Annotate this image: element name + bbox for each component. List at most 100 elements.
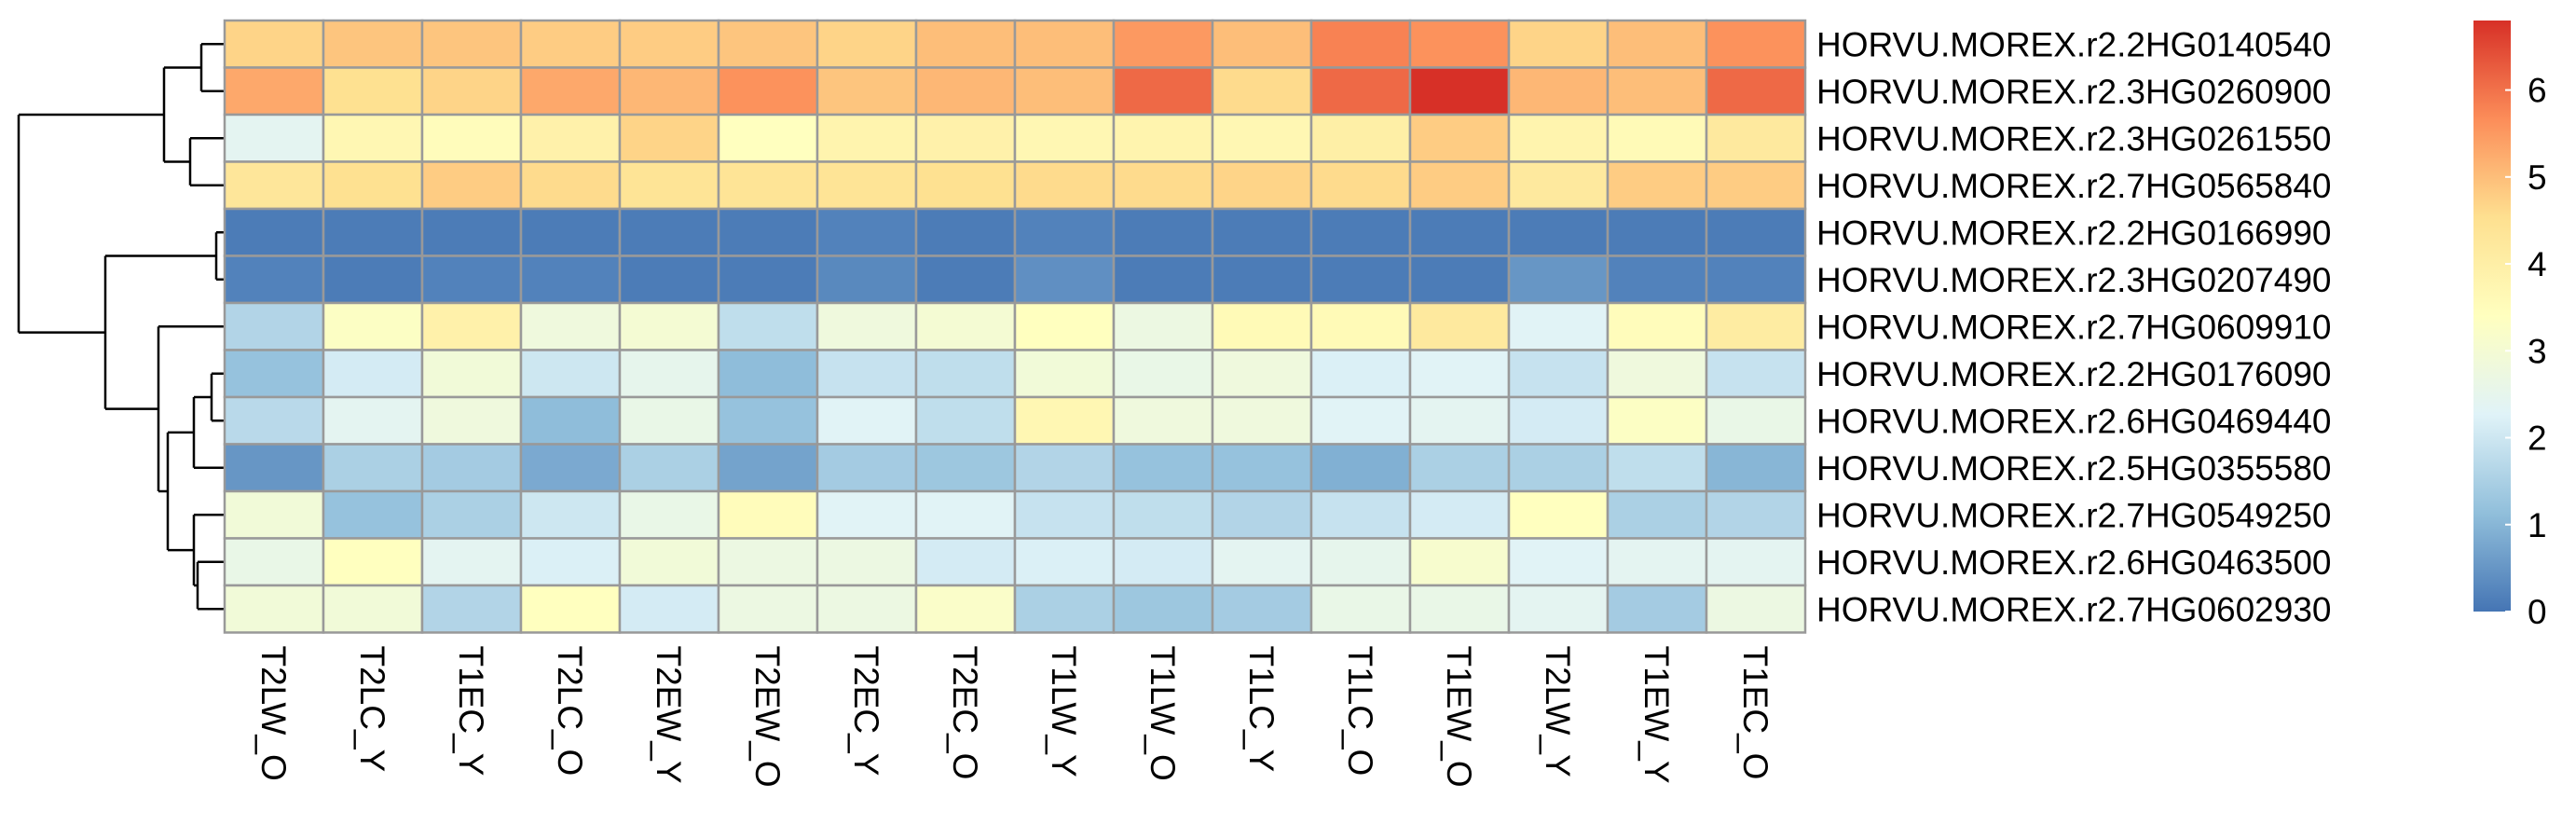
heatmap-cell (914, 349, 1017, 399)
heatmap-cell (1606, 489, 1708, 540)
heatmap-cell (815, 395, 918, 446)
heatmap-cell (1705, 66, 1807, 117)
heatmap-cell (1507, 66, 1610, 117)
heatmap-cell (1112, 395, 1214, 446)
heatmap-cell (1507, 349, 1610, 399)
heatmap-cell (1705, 19, 1807, 69)
heatmap-cell (1211, 443, 1313, 493)
heatmap-cell (1211, 584, 1313, 634)
column-label: T2EW_Y (650, 646, 688, 784)
heatmap-cell (1705, 207, 1807, 257)
heatmap-cell (1013, 349, 1116, 399)
heatmap-cell (1705, 301, 1807, 351)
heatmap-cell (223, 395, 325, 446)
row-label: HORVU.MOREX.r2.2HG0176090 (1816, 355, 2332, 393)
heatmap-cell (420, 584, 523, 634)
heatmap-cell (1013, 395, 1116, 446)
row-label: HORVU.MOREX.r2.6HG0469440 (1816, 402, 2332, 440)
heatmap-cell (1211, 301, 1313, 351)
heatmap-cell (420, 489, 523, 540)
heatmap-cell (1408, 537, 1511, 587)
heatmap-cell (519, 301, 622, 351)
heatmap-cell (420, 160, 523, 211)
heatmap-cell (1705, 489, 1807, 540)
heatmap-cell (420, 254, 523, 305)
heatmap-cell (1606, 207, 1708, 257)
heatmap-cell (322, 349, 424, 399)
row-label: HORVU.MOREX.r2.2HG0140540 (1816, 25, 2332, 63)
heatmap-cell (1705, 349, 1807, 399)
heatmap-cell (1606, 584, 1708, 634)
row-label: HORVU.MOREX.r2.3HG0207490 (1816, 261, 2332, 299)
heatmap-cell (1112, 584, 1214, 634)
heatmap-cell (223, 443, 325, 493)
heatmap-cell (1408, 349, 1511, 399)
row-label: HORVU.MOREX.r2.6HG0463500 (1816, 543, 2332, 582)
heatmap-cell (1112, 537, 1214, 587)
heatmap-cell (1211, 113, 1313, 163)
heatmap-cell (815, 584, 918, 634)
heatmap-cell (815, 489, 918, 540)
heatmap-cell (322, 489, 424, 540)
heatmap-cell (322, 537, 424, 587)
column-label: T2LW_Y (1539, 646, 1577, 777)
heatmap-cell (618, 160, 720, 211)
heatmap-cell (1112, 254, 1214, 305)
heatmap-cell (1309, 160, 1412, 211)
heatmap-cell (815, 537, 918, 587)
heatmap-cell (1507, 537, 1610, 587)
heatmap-cell (223, 537, 325, 587)
heatmap-cell (1408, 584, 1511, 634)
heatmap-cell (1408, 19, 1511, 69)
heatmap-cell (618, 301, 720, 351)
heatmap-cell (1408, 489, 1511, 540)
heatmap-cell (1211, 207, 1313, 257)
heatmap-cell (519, 19, 622, 69)
heatmap-cell (420, 443, 523, 493)
heatmap-cell (1112, 19, 1214, 69)
heatmap-cell (717, 489, 819, 540)
heatmap-cell (223, 207, 325, 257)
heatmap-cell (1408, 66, 1511, 117)
heatmap-cell (519, 160, 622, 211)
heatmap-cell (1507, 584, 1610, 634)
heatmap-cell (618, 537, 720, 587)
heatmap-cell (815, 160, 918, 211)
heatmap-cell (1507, 113, 1610, 163)
heatmap-cell (1211, 160, 1313, 211)
heatmap-cell (1606, 349, 1708, 399)
heatmap-cell (1112, 66, 1214, 117)
heatmap-cell (717, 254, 819, 305)
heatmap-cell (1606, 113, 1708, 163)
heatmap-cell (1309, 537, 1412, 587)
row-label: HORVU.MOREX.r2.5HG0355580 (1816, 449, 2332, 488)
heatmap-cell (1309, 395, 1412, 446)
heatmap-cell (618, 254, 720, 305)
heatmap-cell (1013, 254, 1116, 305)
heatmap-cell (717, 160, 819, 211)
heatmap-cell (322, 395, 424, 446)
heatmap-cell (519, 537, 622, 587)
heatmap-cell (1507, 19, 1610, 69)
heatmap-cell (815, 443, 918, 493)
heatmap-cell (815, 349, 918, 399)
heatmap-cell (1112, 160, 1214, 211)
heatmap-cell (1211, 537, 1313, 587)
heatmap-cell (223, 349, 325, 399)
heatmap-cell (223, 584, 325, 634)
heatmap-cell (1013, 537, 1116, 587)
heatmap-cell (1211, 254, 1313, 305)
heatmap-cell (519, 489, 622, 540)
legend-tick-label: 2 (2528, 420, 2547, 458)
heatmap-cell (223, 113, 325, 163)
column-labels: T2LW_O T2LC_Y T1EC_Y T2LC_O T2EW_Y T2EW_O T2EC… (254, 646, 1774, 788)
heatmap-cell (618, 207, 720, 257)
heatmap-cell (420, 66, 523, 117)
column-label: T2EW_O (748, 646, 787, 788)
heatmap-cell (1309, 349, 1412, 399)
heatmap-cell (1309, 254, 1412, 305)
heatmap-cell (717, 207, 819, 257)
heatmap-cell (1211, 489, 1313, 540)
heatmap-cell (1211, 395, 1313, 446)
row-label: HORVU.MOREX.r2.3HG0260900 (1816, 73, 2332, 111)
